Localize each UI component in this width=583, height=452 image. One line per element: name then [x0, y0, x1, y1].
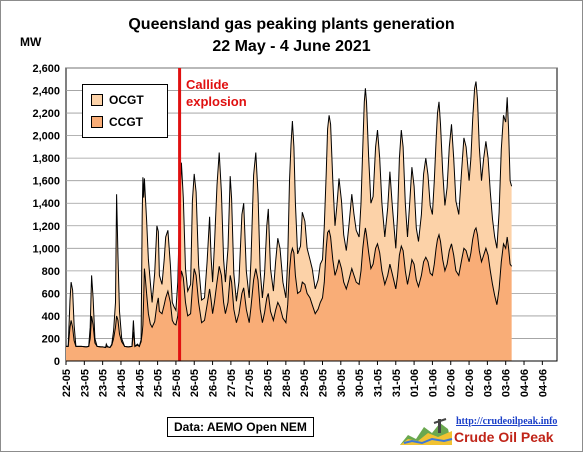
y-tick-label: 400: [42, 311, 60, 323]
y-tick-label: 1,200: [32, 221, 60, 233]
x-tick-label: 29-05: [299, 369, 311, 397]
x-tick-label: 29-05: [317, 369, 329, 397]
x-tick-label: 28-05: [281, 369, 293, 397]
x-tick-label: 04-06: [537, 369, 549, 397]
x-tick-label: 02-06: [446, 369, 458, 397]
data-source-box: Data: AEMO Open NEM: [167, 417, 314, 437]
chart-subtitle: 22 May - 4 June 2021: [212, 38, 371, 55]
logo-name: Crude Oil Peak: [454, 429, 554, 445]
y-tick-label: 1,800: [32, 153, 60, 165]
legend: OCGT CCGT: [82, 84, 168, 138]
x-tick-label: 22-05: [61, 369, 73, 397]
x-tick-label: 27-05: [226, 369, 238, 397]
y-tick-label: 2,600: [32, 63, 60, 75]
area-ccgt: [66, 228, 512, 361]
x-tick-label: 31-05: [391, 369, 403, 397]
y-tick-label: 0: [54, 356, 60, 368]
x-tick-label: 23-05: [79, 369, 91, 397]
x-tick-label: 26-05: [189, 369, 201, 397]
series-areas: [66, 81, 513, 361]
line-ccgt: [66, 226, 513, 349]
x-tick-label: 25-05: [171, 369, 183, 397]
line-ocgt: [66, 81, 513, 349]
legend-item-ccgt: CCGT: [91, 115, 143, 129]
y-tick-labels: 0 200 400 600 800 1,000 1,200 1,400 1,600 1,800 2,…: [32, 63, 60, 368]
callide-annotation: Callide explosion: [186, 76, 247, 110]
x-tick-label: 28-05: [263, 369, 275, 397]
chart-title: Queensland gas peaking plants generation: [128, 16, 455, 33]
x-tick-label: 27-05: [244, 369, 256, 397]
y-tick-label: 600: [42, 288, 60, 300]
x-tick-label: 04-06: [519, 369, 531, 397]
x-tick-label: 26-05: [208, 369, 220, 397]
y-axis-label: MW: [20, 35, 42, 49]
y-tick-label: 1,600: [32, 176, 60, 188]
x-tick-label: 30-05: [354, 369, 366, 397]
x-tick-label: 01-06: [427, 369, 439, 397]
legend-label-ccgt: CCGT: [109, 115, 143, 129]
x-tick-label: 31-05: [372, 369, 384, 397]
y-tick-label: 1,400: [32, 198, 60, 210]
y-tick-label: 200: [42, 333, 60, 345]
y-tick-label: 800: [42, 266, 60, 278]
x-tick-label: 01-06: [409, 369, 421, 397]
annotation-line-1: Callide: [186, 77, 229, 92]
x-tick-label: 02-06: [464, 369, 476, 397]
logo-oil-field-icon: [400, 418, 453, 445]
x-tick-label: 24-05: [134, 369, 146, 397]
crude-oil-peak-logo: http://crudeoilpeak.info Crude Oil Peak: [398, 415, 578, 449]
y-tick-label: 2,000: [32, 131, 60, 143]
y-tick-label: 2,400: [32, 86, 60, 98]
legend-item-ocgt: OCGT: [91, 93, 144, 107]
x-tick-label: 23-05: [98, 369, 110, 397]
x-tick-label: 03-06: [501, 369, 513, 397]
x-tick-label: 03-06: [482, 369, 494, 397]
y-tick-label: 1,000: [32, 243, 60, 255]
x-tick-labels: 22-05 23-05 23-05 24-05 24-05 25-05 25-05 26-05…: [61, 360, 557, 397]
annotation-line-2: explosion: [186, 94, 247, 109]
x-tick-label: 30-05: [336, 369, 348, 397]
legend-swatch-ccgt: [91, 116, 103, 128]
logo-url[interactable]: http://crudeoilpeak.info: [456, 416, 558, 427]
legend-swatch-ocgt: [91, 94, 103, 106]
x-tick-label: 25-05: [153, 369, 165, 397]
x-tick-label: 24-05: [116, 369, 128, 397]
legend-label-ocgt: OCGT: [109, 93, 144, 107]
y-tick-label: 2,200: [32, 108, 60, 120]
